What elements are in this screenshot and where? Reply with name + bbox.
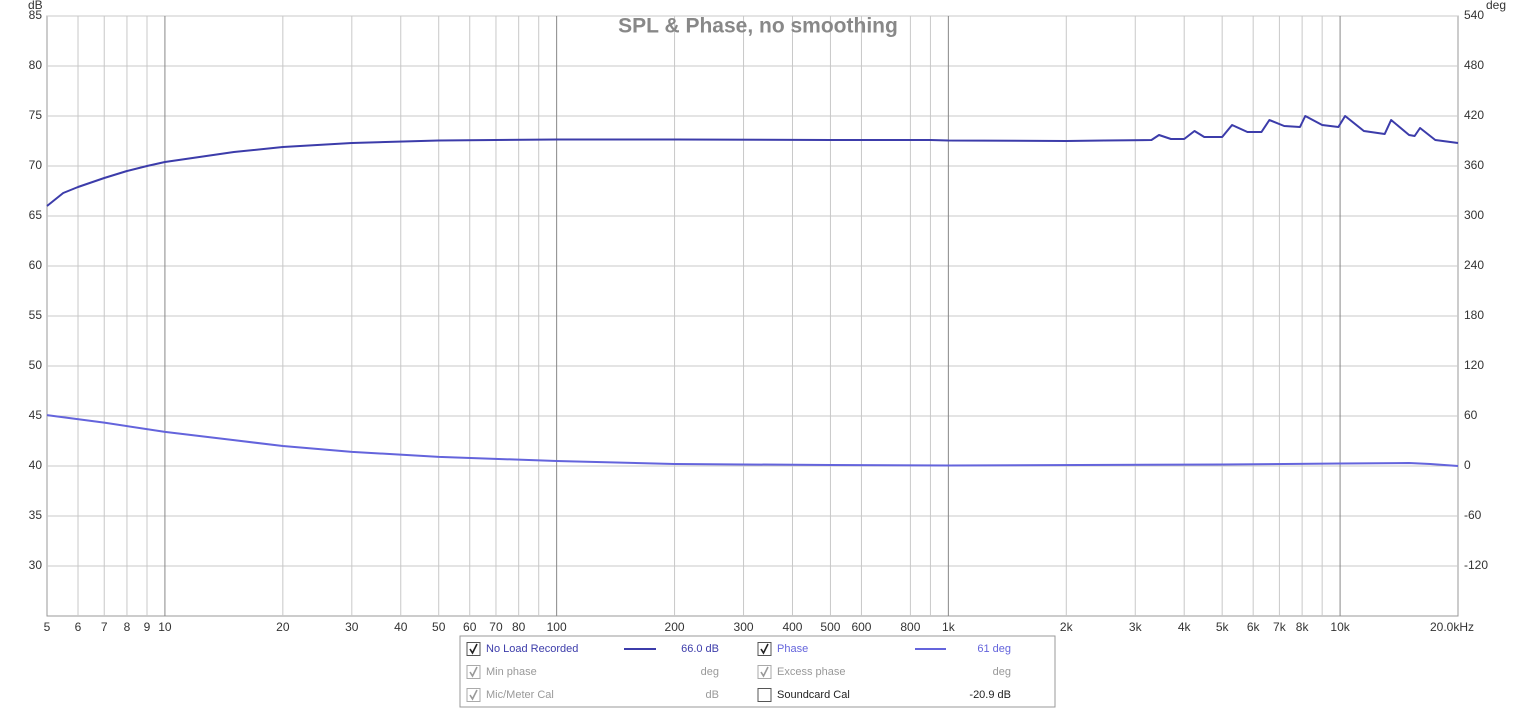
data-line xyxy=(46,414,1459,467)
checkbox xyxy=(466,688,481,702)
legend-readout: dB xyxy=(706,689,719,701)
y-tick-label: 35 xyxy=(29,508,43,522)
x-tick-label: 8 xyxy=(124,620,131,634)
x-tick-label: 60 xyxy=(463,620,477,634)
y-tick-label: 45 xyxy=(29,408,43,422)
checkbox xyxy=(466,642,481,656)
legend-label: Soundcard Cal xyxy=(777,689,850,701)
x-tick-label: 600 xyxy=(851,620,871,634)
x-tick-label: 20 xyxy=(276,620,290,634)
legend-item[interactable]: Excess phase deg xyxy=(757,665,1011,679)
x-tick-label: 50 xyxy=(432,620,446,634)
y-tick-label: 85 xyxy=(29,8,43,22)
checkbox xyxy=(466,665,481,679)
check-mark xyxy=(469,666,478,678)
y2-tick-label: 0 xyxy=(1464,458,1471,472)
legend-item[interactable]: No Load Recorded 66.0 dB xyxy=(466,642,719,656)
y-tick-label: 50 xyxy=(29,358,43,372)
check-mark xyxy=(469,643,478,655)
x-tick-label: 6k xyxy=(1247,620,1261,634)
y2-tick-label: 300 xyxy=(1464,208,1484,222)
y2-tick-label: 480 xyxy=(1464,58,1484,72)
legend-label: Excess phase xyxy=(777,666,845,678)
x-tick-label: 10 xyxy=(158,620,172,634)
x-tick-label: 200 xyxy=(665,620,685,634)
y-tick-label: 65 xyxy=(29,208,43,222)
y-tick-label: 75 xyxy=(29,108,43,122)
y2-tick-label: -60 xyxy=(1464,508,1482,522)
y-tick-label: 60 xyxy=(29,258,43,272)
x-tick-label: 2k xyxy=(1060,620,1074,634)
y2-tick-label: 60 xyxy=(1464,408,1478,422)
x-tick-label: 30 xyxy=(345,620,359,634)
x-tick-label: 7 xyxy=(101,620,108,634)
y2-tick-label: 120 xyxy=(1464,358,1484,372)
y2-tick-label: 360 xyxy=(1464,158,1484,172)
y-tick-label: 80 xyxy=(29,58,43,72)
checkbox xyxy=(757,642,772,656)
legend-label: No Load Recorded xyxy=(486,643,578,655)
x-tick-label: 80 xyxy=(512,620,526,634)
x-tick-label: 100 xyxy=(547,620,567,634)
legend-item[interactable]: Min phase deg xyxy=(466,665,719,679)
legend-item[interactable]: Phase 61 deg xyxy=(757,642,1011,656)
chart-title: SPL & Phase, no smoothing xyxy=(618,15,898,38)
x-tick-label: 3k xyxy=(1129,620,1143,634)
x-tick-label: 5k xyxy=(1216,620,1230,634)
legend-label: Mic/Meter Cal xyxy=(486,689,554,701)
y-axis-unit: dB xyxy=(28,0,43,12)
check-mark xyxy=(469,689,478,701)
y2-tick-label: 420 xyxy=(1464,108,1484,122)
x-tick-label: 8k xyxy=(1296,620,1310,634)
x-tick-label: 5 xyxy=(44,620,51,634)
x-tick-label: 4k xyxy=(1178,620,1192,634)
x-tick-label: 400 xyxy=(782,620,802,634)
y2-tick-label: 540 xyxy=(1464,8,1484,22)
legend-label: Phase xyxy=(777,643,808,655)
legend-item[interactable]: Mic/Meter Cal dB xyxy=(466,688,719,702)
y2-axis-unit: deg xyxy=(1486,0,1506,12)
legend-item[interactable]: Soundcard Cal -20.9 dB xyxy=(757,688,1011,702)
x-tick-label: 500 xyxy=(820,620,840,634)
x-tick-label: 70 xyxy=(489,620,503,634)
y-tick-label: 70 xyxy=(29,158,43,172)
legend-readout: 66.0 dB xyxy=(681,643,719,655)
checkbox xyxy=(757,688,772,702)
x-tick-label: 6 xyxy=(75,620,82,634)
legend-readout: deg xyxy=(993,666,1011,678)
y-tick-label: 40 xyxy=(29,458,43,472)
x-tick-label: 7k xyxy=(1273,620,1287,634)
y-tick-label: 30 xyxy=(29,558,43,572)
y-tick-label: 55 xyxy=(29,308,43,322)
x-tick-label: 40 xyxy=(394,620,408,634)
legend-panel: No Load Recorded 66.0 dB Phase 61 deg Min ph… xyxy=(459,635,1056,708)
data-line xyxy=(46,115,1459,207)
checkbox xyxy=(757,665,772,679)
legend-readout: 61 deg xyxy=(977,643,1011,655)
x-tick-label: 1k xyxy=(942,620,956,634)
y2-tick-label: -120 xyxy=(1464,558,1488,572)
x-tick-label: 9 xyxy=(144,620,151,634)
legend-readout: -20.9 dB xyxy=(969,689,1011,701)
x-tick-label: 20.0kHz xyxy=(1430,620,1474,634)
check-mark xyxy=(760,643,769,655)
legend-label: Min phase xyxy=(486,666,537,678)
check-mark xyxy=(760,666,769,678)
x-tick-label: 10k xyxy=(1330,620,1350,634)
legend-readout: deg xyxy=(701,666,719,678)
y2-tick-label: 180 xyxy=(1464,308,1484,322)
x-tick-label: 300 xyxy=(734,620,754,634)
x-tick-label: 800 xyxy=(900,620,920,634)
y2-tick-label: 240 xyxy=(1464,258,1484,272)
